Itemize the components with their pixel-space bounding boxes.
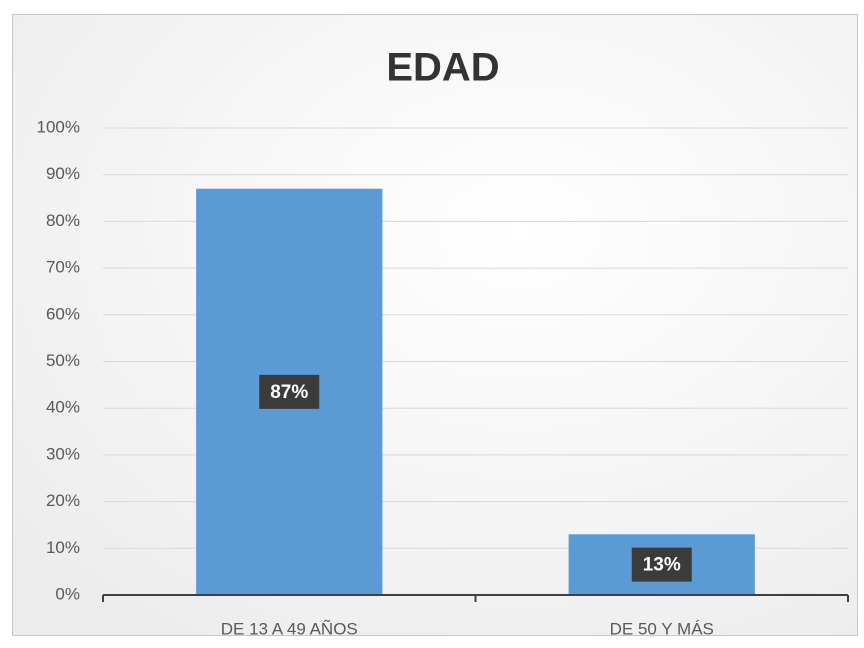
data-label: 87% — [270, 382, 308, 403]
y-tick-label: 80% — [46, 211, 80, 230]
y-tick-label: 40% — [46, 398, 80, 417]
y-tick-label: 70% — [46, 258, 80, 277]
y-tick-label: 60% — [46, 304, 80, 323]
y-tick-label: 50% — [46, 351, 80, 370]
data-label-box — [259, 374, 320, 409]
chart-frame — [12, 14, 858, 636]
x-tick-label: DE 13 A 49 AÑOS — [221, 619, 358, 638]
y-tick-label: 10% — [46, 538, 80, 557]
data-label: 13% — [643, 555, 681, 576]
chart-title: EDAD — [386, 46, 499, 90]
y-tick-label: 100% — [37, 117, 80, 136]
y-tick-label: 0% — [55, 584, 80, 603]
y-tick-label: 90% — [46, 164, 80, 183]
x-tick-label: DE 50 Y MÁS — [610, 619, 714, 638]
y-tick-label: 20% — [46, 491, 80, 510]
data-label-box — [631, 547, 692, 582]
y-tick-label: 30% — [46, 444, 80, 463]
